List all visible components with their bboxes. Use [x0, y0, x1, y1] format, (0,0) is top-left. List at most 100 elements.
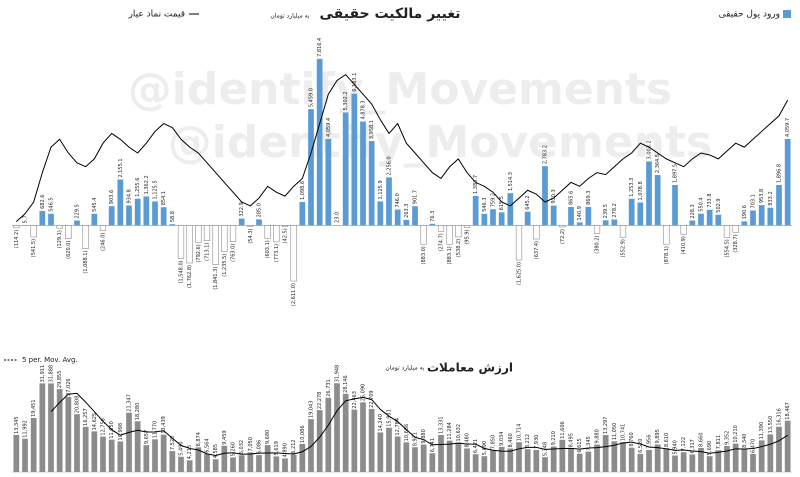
bar [637, 453, 644, 472]
bar [195, 225, 202, 243]
bar [13, 225, 20, 229]
bar [74, 414, 80, 472]
data-label: 1,125.9 [378, 180, 384, 199]
bar [481, 213, 488, 226]
bar [784, 138, 791, 226]
bar [438, 434, 444, 472]
bar [386, 427, 392, 472]
data-label: (538.2) [456, 239, 462, 257]
bar [698, 213, 704, 226]
data-label: 9,880 [595, 429, 601, 443]
data-label: 934.8 [127, 189, 133, 203]
bar [325, 138, 332, 226]
bar [134, 421, 141, 472]
data-label: 3,958.1 [369, 120, 375, 139]
data-label: 869.3 [586, 191, 592, 205]
bar [117, 179, 124, 226]
bar [212, 459, 219, 472]
data-label: 546.5 [49, 197, 55, 211]
data-label: 6,212 [291, 439, 297, 453]
bar [56, 389, 63, 472]
bar [611, 219, 618, 226]
bar [472, 454, 479, 472]
data-label: 4,059.7 [785, 118, 791, 137]
bar [186, 225, 193, 264]
bar [22, 225, 28, 226]
bar [784, 420, 791, 472]
bar [524, 211, 531, 226]
bar [325, 397, 332, 472]
data-label: 9,034 [499, 432, 505, 446]
bar [394, 209, 401, 226]
data-label: 10,210 [733, 425, 739, 443]
data-label: (274.7) [439, 233, 445, 251]
data-label: 6,032 [239, 440, 245, 454]
bar [672, 185, 678, 226]
data-label: 58.8 [170, 211, 176, 222]
bar [195, 447, 202, 472]
data-label: 6,470 [751, 439, 757, 453]
bar [351, 409, 358, 472]
bar [238, 455, 245, 472]
data-label: 546.3 [482, 197, 488, 211]
bar [48, 213, 54, 226]
bar [689, 220, 696, 226]
bar [455, 225, 462, 238]
data-label: (620.0) [66, 241, 72, 259]
bar [628, 198, 635, 226]
data-label: 8,460 [508, 433, 514, 447]
data-label: 9,680 [265, 430, 271, 444]
data-label: 13,439 [161, 416, 167, 434]
bar [620, 442, 626, 472]
data-label: 6,615 [577, 438, 583, 452]
bar [186, 460, 193, 472]
data-label: 5,490 [179, 441, 185, 455]
bar [65, 225, 72, 239]
bar [273, 225, 280, 243]
bar [360, 121, 366, 226]
bar [715, 214, 722, 226]
bar [204, 453, 210, 472]
data-label: 20,808 [75, 396, 81, 414]
data-label: 13,331 [439, 416, 445, 434]
data-label: 22,463 [352, 391, 358, 409]
data-label: 13,345 [14, 416, 20, 434]
bar [177, 225, 185, 259]
data-label: 865.6 [569, 191, 575, 205]
data-label: 4,585 [213, 444, 219, 458]
bar [316, 58, 323, 226]
data-label: (1,548.0) [179, 260, 185, 283]
data-label: 953.8 [759, 189, 765, 203]
bar [368, 141, 375, 226]
bar [30, 225, 37, 238]
bar [533, 225, 540, 240]
bar [507, 193, 514, 226]
data-label: 8,760 [629, 432, 635, 446]
bar [377, 432, 384, 472]
legend-swatch [783, 10, 791, 18]
bar [238, 218, 245, 226]
data-label: (1,841.3) [213, 267, 219, 290]
bar [429, 453, 436, 472]
data-label: 6,086 [257, 440, 263, 454]
bar [230, 457, 236, 472]
legend-label: 5 per. Mov. Avg. [22, 356, 78, 364]
bar [56, 225, 63, 229]
bar [429, 223, 436, 226]
data-label: 682.6 [40, 195, 46, 209]
data-label: 8,610 [664, 433, 670, 447]
data-label: 1,896.8 [777, 164, 783, 183]
data-label: (95.9) [465, 229, 471, 244]
bar [126, 205, 132, 226]
bar [420, 444, 427, 472]
data-label: 22,709 [369, 390, 375, 408]
bar [152, 439, 158, 472]
data-label: 1,362.2 [144, 175, 150, 194]
bar [342, 112, 349, 226]
data-label: 322.9 [239, 202, 245, 216]
data-label: 31,948 [335, 365, 341, 383]
bar [706, 456, 713, 472]
bar [446, 225, 453, 245]
data-label: 11,770 [153, 421, 159, 439]
